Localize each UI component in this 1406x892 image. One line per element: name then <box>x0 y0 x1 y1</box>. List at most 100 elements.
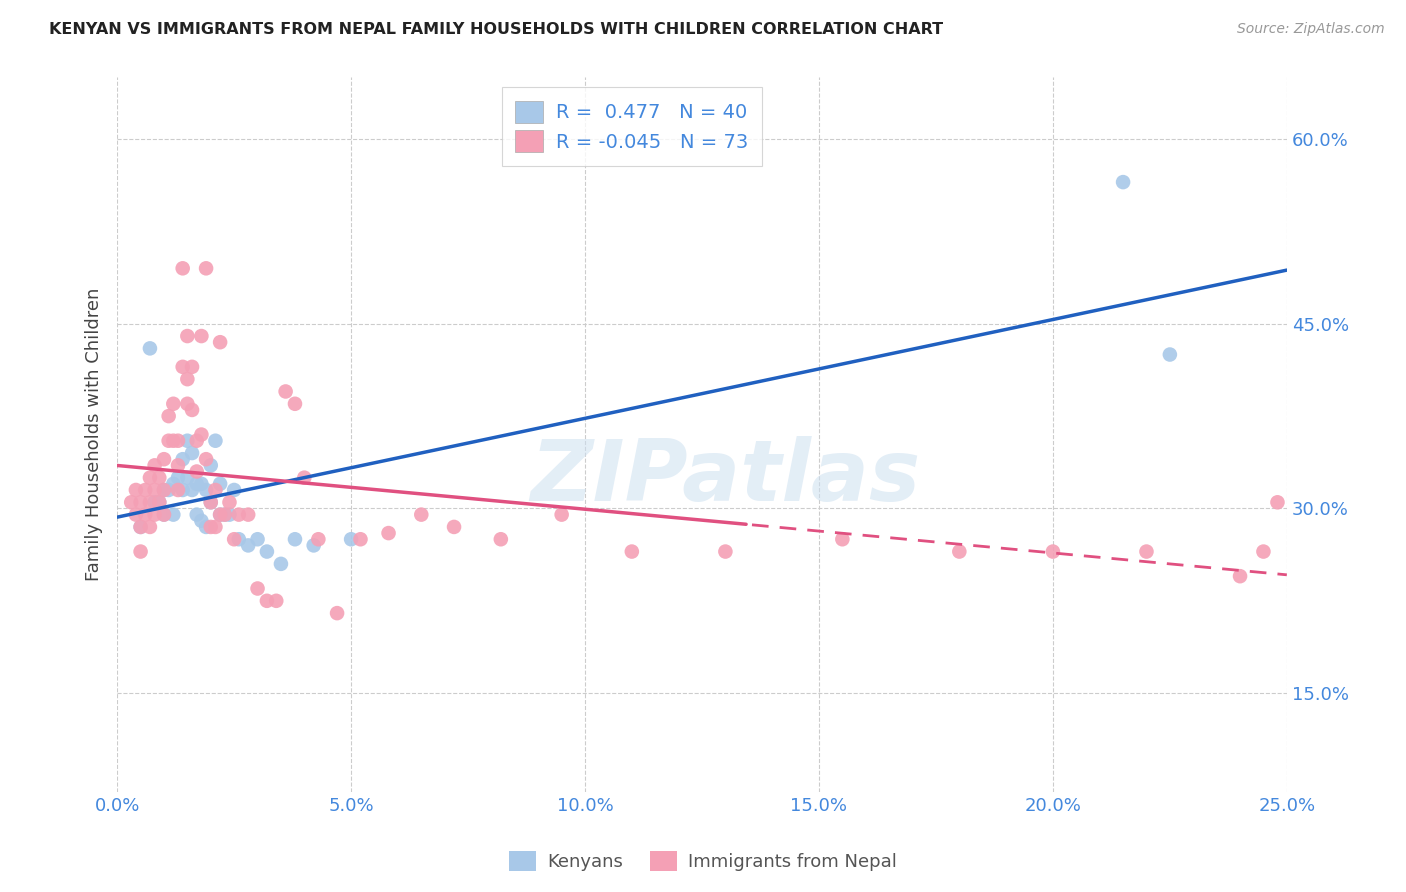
Point <box>204 483 226 497</box>
Point <box>1042 544 1064 558</box>
Point <box>153 483 176 497</box>
Point <box>228 533 250 547</box>
Point <box>172 452 194 467</box>
Point <box>1112 175 1135 189</box>
Point <box>139 495 162 509</box>
Point <box>176 434 198 448</box>
Point <box>176 329 198 343</box>
Point <box>256 594 278 608</box>
Point <box>214 508 236 522</box>
Point <box>143 508 166 522</box>
Point <box>377 526 399 541</box>
Point <box>831 533 853 547</box>
Point <box>209 508 232 522</box>
Point <box>167 483 190 497</box>
Point <box>153 452 176 467</box>
Point <box>153 483 176 497</box>
Point <box>195 452 218 467</box>
Point <box>200 495 222 509</box>
Point <box>256 544 278 558</box>
Point <box>307 533 329 547</box>
Point <box>172 359 194 374</box>
Point <box>162 476 184 491</box>
Y-axis label: Family Households with Children: Family Households with Children <box>86 288 103 582</box>
Point <box>148 495 170 509</box>
Point <box>224 483 246 497</box>
Point <box>246 533 269 547</box>
Point <box>443 520 465 534</box>
Point <box>162 434 184 448</box>
Point <box>204 520 226 534</box>
Point <box>143 483 166 497</box>
Text: KENYAN VS IMMIGRANTS FROM NEPAL FAMILY HOUSEHOLDS WITH CHILDREN CORRELATION CHAR: KENYAN VS IMMIGRANTS FROM NEPAL FAMILY H… <box>49 22 943 37</box>
Point <box>157 434 180 448</box>
Point <box>125 483 148 497</box>
Point <box>200 458 222 473</box>
Point <box>186 508 208 522</box>
Point <box>246 582 269 596</box>
Point <box>218 508 240 522</box>
Point <box>176 397 198 411</box>
Point <box>209 508 232 522</box>
Point <box>143 495 166 509</box>
Point <box>181 359 204 374</box>
Point <box>181 483 204 497</box>
Point <box>143 458 166 473</box>
Point <box>186 434 208 448</box>
Point <box>714 544 737 558</box>
Point <box>209 476 232 491</box>
Legend: R =  0.477   N = 40, R = -0.045   N = 73: R = 0.477 N = 40, R = -0.045 N = 73 <box>502 87 762 166</box>
Point <box>1253 544 1275 558</box>
Point <box>190 514 212 528</box>
Point <box>181 403 204 417</box>
Point <box>134 508 156 522</box>
Point <box>190 476 212 491</box>
Point <box>172 483 194 497</box>
Point <box>218 495 240 509</box>
Point <box>1135 544 1157 558</box>
Point <box>200 520 222 534</box>
Point <box>204 434 226 448</box>
Point <box>292 471 315 485</box>
Point <box>190 329 212 343</box>
Point <box>948 544 970 558</box>
Point <box>186 476 208 491</box>
Point <box>274 384 297 399</box>
Point <box>148 471 170 485</box>
Point <box>209 335 232 350</box>
Point <box>214 508 236 522</box>
Point <box>1159 347 1181 361</box>
Point <box>270 557 292 571</box>
Point <box>139 342 162 356</box>
Point <box>302 538 325 552</box>
Point <box>129 520 152 534</box>
Point <box>195 261 218 276</box>
Point <box>224 533 246 547</box>
Point <box>228 508 250 522</box>
Point <box>1267 495 1289 509</box>
Point <box>153 508 176 522</box>
Point <box>186 465 208 479</box>
Point <box>120 495 142 509</box>
Legend: Kenyans, Immigrants from Nepal: Kenyans, Immigrants from Nepal <box>502 844 904 879</box>
Point <box>139 471 162 485</box>
Point <box>167 434 190 448</box>
Point <box>148 495 170 509</box>
Point <box>349 533 371 547</box>
Point <box>162 397 184 411</box>
Point <box>284 533 307 547</box>
Point <box>176 372 198 386</box>
Point <box>134 483 156 497</box>
Point <box>195 520 218 534</box>
Point <box>125 508 148 522</box>
Point <box>200 495 222 509</box>
Text: ZIPatlas: ZIPatlas <box>530 436 921 519</box>
Point <box>157 483 180 497</box>
Point <box>411 508 433 522</box>
Point <box>326 606 349 620</box>
Point <box>264 594 287 608</box>
Point <box>129 544 152 558</box>
Point <box>162 508 184 522</box>
Point <box>181 446 204 460</box>
Point <box>129 520 152 534</box>
